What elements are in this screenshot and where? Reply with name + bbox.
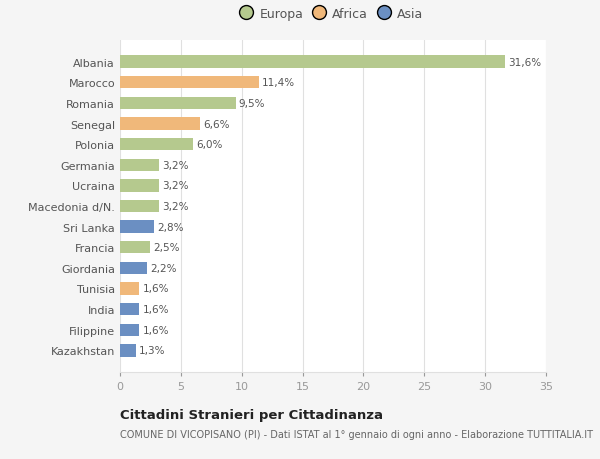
Text: 11,4%: 11,4% <box>262 78 295 88</box>
Text: 6,0%: 6,0% <box>196 140 223 150</box>
Bar <box>120 241 151 254</box>
Bar <box>120 283 139 295</box>
Bar <box>120 118 200 130</box>
Text: 3,2%: 3,2% <box>162 160 188 170</box>
Text: 31,6%: 31,6% <box>508 57 541 67</box>
Text: 1,6%: 1,6% <box>143 284 169 294</box>
Bar <box>120 262 147 274</box>
Bar <box>120 77 259 89</box>
Bar <box>120 303 139 316</box>
Text: 3,2%: 3,2% <box>162 202 188 212</box>
Legend: Europa, Africa, Asia: Europa, Africa, Asia <box>239 5 427 25</box>
Bar <box>120 139 193 151</box>
Text: 2,2%: 2,2% <box>150 263 176 273</box>
Text: 1,3%: 1,3% <box>139 346 166 356</box>
Bar <box>120 97 236 110</box>
Text: 9,5%: 9,5% <box>239 99 265 109</box>
Text: 1,6%: 1,6% <box>143 304 169 314</box>
Text: 6,6%: 6,6% <box>203 119 230 129</box>
Bar <box>120 324 139 336</box>
Bar <box>120 159 159 172</box>
Bar <box>120 344 136 357</box>
Text: COMUNE DI VICOPISANO (PI) - Dati ISTAT al 1° gennaio di ogni anno - Elaborazione: COMUNE DI VICOPISANO (PI) - Dati ISTAT a… <box>120 429 593 439</box>
Text: 2,5%: 2,5% <box>154 243 180 253</box>
Text: 1,6%: 1,6% <box>143 325 169 335</box>
Bar <box>120 56 505 69</box>
Bar <box>120 201 159 213</box>
Bar <box>120 221 154 233</box>
Text: 3,2%: 3,2% <box>162 181 188 191</box>
Text: 2,8%: 2,8% <box>157 222 184 232</box>
Text: Cittadini Stranieri per Cittadinanza: Cittadini Stranieri per Cittadinanza <box>120 409 383 421</box>
Bar <box>120 180 159 192</box>
